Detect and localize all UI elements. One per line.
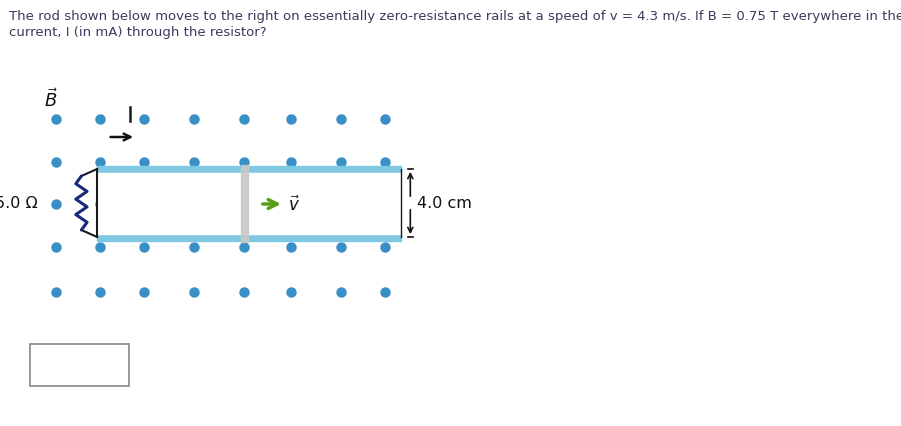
Bar bbox=[241, 165, 248, 242]
Bar bbox=[97, 166, 401, 173]
Text: 5.0 Ω: 5.0 Ω bbox=[0, 196, 38, 211]
Text: $\vec{B}$: $\vec{B}$ bbox=[44, 88, 58, 111]
Bar bbox=[97, 173, 401, 234]
Text: current, I (in mA) through the resistor?: current, I (in mA) through the resistor? bbox=[9, 26, 267, 39]
Text: $\vec{v}$: $\vec{v}$ bbox=[287, 195, 300, 214]
Text: The rod shown below moves to the right on essentially zero-resistance rails at a: The rod shown below moves to the right o… bbox=[9, 10, 901, 23]
Bar bbox=[30, 344, 129, 386]
Text: 4.0 cm: 4.0 cm bbox=[416, 196, 471, 211]
Bar bbox=[97, 234, 401, 241]
